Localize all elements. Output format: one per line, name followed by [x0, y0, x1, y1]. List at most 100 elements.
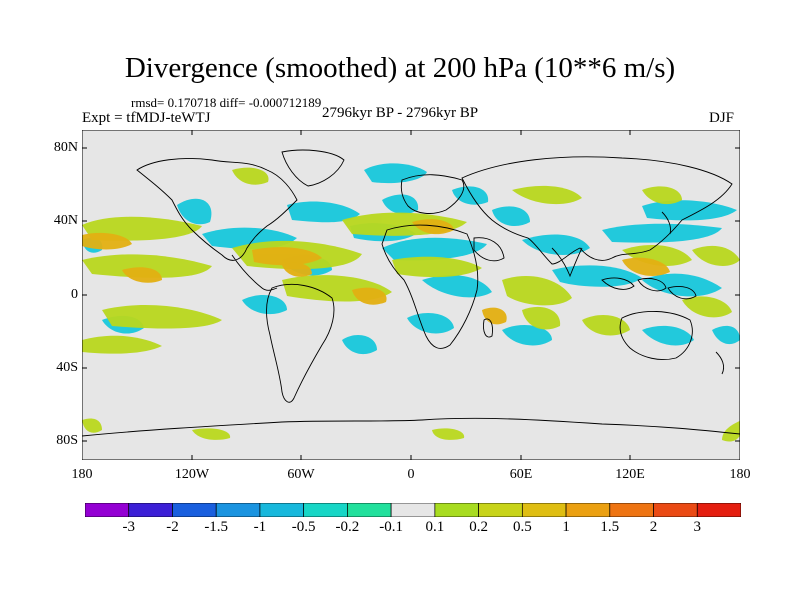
coastline [667, 285, 697, 300]
field-blob [177, 198, 212, 225]
lat-label-80n: 80N [53, 140, 78, 155]
colorbar-label: 0.2 [469, 519, 488, 535]
colorbar-box [85, 503, 130, 517]
coastline [715, 351, 725, 375]
lon-label-60w: 60W [287, 467, 315, 482]
field-blob [242, 295, 287, 315]
field-blob [682, 296, 732, 318]
colorbar-box [215, 503, 261, 517]
colorbar-label: -3 [122, 519, 135, 535]
colorbar-label: -2 [166, 519, 179, 535]
lon-label-0: 0 [407, 467, 415, 482]
coastline [551, 247, 583, 278]
field-blob [522, 306, 561, 330]
coastline [281, 149, 345, 187]
field-blob [712, 325, 740, 345]
colorbar-box [128, 503, 173, 517]
colorbar-box [521, 503, 567, 517]
colorbar [85, 503, 741, 517]
field-blob [492, 206, 530, 226]
divergence-map [82, 130, 740, 460]
field-blob [432, 428, 465, 440]
field-blob [642, 200, 737, 221]
experiment-label: Expt = tfMDJ-teWTJ [82, 110, 211, 126]
field-blob [502, 325, 552, 346]
colorbar-box [653, 503, 698, 517]
field-blob [232, 167, 269, 185]
colorbar-box [434, 503, 479, 517]
field-blob [252, 247, 322, 266]
colorbar-box [696, 503, 741, 517]
coastline [619, 310, 693, 360]
field-blob [642, 273, 722, 297]
coastline [82, 417, 740, 437]
field-blob [692, 245, 740, 266]
colorbar-label: 1.5 [600, 519, 620, 535]
colorbar-box [172, 503, 217, 517]
coastline [473, 237, 505, 262]
field-blob [422, 275, 492, 298]
field-blob [482, 307, 507, 325]
colorbar-box [609, 503, 654, 517]
field-blob [722, 420, 740, 442]
field-blob [364, 163, 427, 184]
field-blob [512, 185, 582, 205]
coastline [400, 174, 465, 214]
field-blob [582, 315, 630, 336]
colorbar-label: 0.1 [425, 519, 445, 535]
field-blob [392, 256, 482, 278]
field-blob [82, 335, 162, 354]
colorbar-label: 0.5 [512, 519, 532, 535]
field-blob [102, 305, 222, 329]
lat-label-40n: 40N [53, 213, 78, 228]
lon-label-120w: 120W [174, 467, 210, 482]
field-blob [352, 287, 387, 305]
colorbar-label: -1 [253, 519, 267, 535]
field-blob [282, 262, 312, 277]
lat-label-0: 0 [71, 287, 78, 302]
coastline [601, 277, 635, 290]
divergence-field [82, 163, 740, 442]
field-blob [82, 232, 132, 250]
coastline [461, 156, 733, 265]
field-blob [602, 223, 722, 243]
period-label: 2796kyr BP - 2796kyr BP [322, 105, 479, 121]
colorbar-label: -0.5 [291, 519, 316, 535]
colorbar-box [565, 503, 611, 517]
field-blob [642, 186, 682, 205]
colorbar-label: 2 [649, 519, 658, 535]
coastline [266, 283, 335, 403]
field-blob [382, 194, 419, 215]
stats-label: rmsd= 0.170718 diff= -0.000712189 [131, 95, 322, 110]
lon-label-180e: 180 [729, 467, 751, 482]
colorbar-box [478, 503, 523, 517]
colorbar-box [390, 503, 436, 517]
coastline [136, 158, 298, 261]
field-blob [287, 201, 360, 223]
coastline [381, 224, 479, 349]
field-blob [192, 428, 231, 440]
colorbar-box [347, 503, 392, 517]
plot-title: Divergence (smoothed) at 200 hPa (10**6 … [124, 52, 676, 84]
field-blob [452, 186, 489, 205]
colorbar-label: -0.1 [379, 519, 403, 535]
colorbar-box [303, 503, 348, 517]
colorbar-box [259, 503, 305, 517]
field-blob [122, 267, 162, 283]
field-blob [622, 257, 670, 276]
field-blob [642, 325, 694, 346]
coastline [231, 254, 278, 291]
field-blob [82, 254, 212, 278]
lat-label-40s: 40S [56, 360, 78, 375]
lon-label-180w: 180 [71, 467, 93, 482]
season-label: DJF [709, 110, 735, 126]
lat-label-80s: 80S [56, 433, 78, 448]
coastline [483, 318, 493, 338]
map-ticks [82, 130, 740, 460]
field-blob [82, 418, 102, 433]
field-blob [412, 219, 454, 235]
colorbar-label: -0.2 [335, 519, 360, 535]
lon-label-60e: 60E [509, 467, 533, 482]
colorbar-label: -1.5 [204, 519, 229, 535]
coastlines [82, 149, 740, 437]
